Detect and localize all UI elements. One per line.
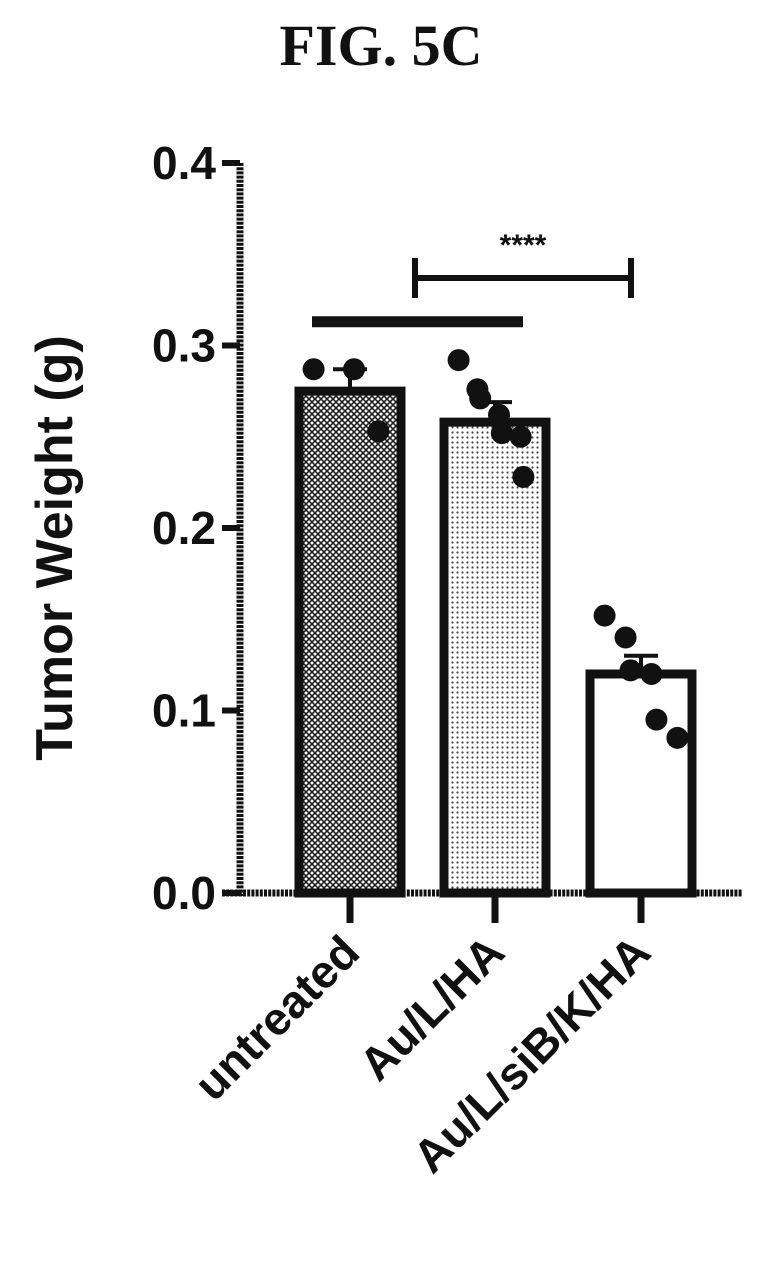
bar	[299, 391, 401, 893]
y-tick-label: 0.0	[152, 867, 216, 919]
y-tick-label: 0.4	[152, 137, 216, 189]
x-category-label: untreated	[184, 925, 369, 1110]
significance-label: ****	[500, 229, 547, 262]
data-point	[367, 420, 390, 443]
y-axis-label: Tumor Weight (g)	[26, 335, 84, 761]
data-point	[593, 604, 616, 627]
data-point	[302, 358, 325, 381]
data-point	[614, 626, 637, 649]
data-point	[619, 659, 642, 682]
y-tick-label: 0.1	[152, 685, 216, 737]
bar	[590, 674, 692, 893]
data-point	[666, 726, 689, 749]
data-point	[645, 708, 668, 731]
page-title: FIG. 5C	[279, 13, 483, 78]
data-point	[640, 663, 663, 685]
data-point	[512, 465, 535, 488]
data-point	[490, 422, 513, 445]
bar	[444, 422, 546, 893]
data-point	[447, 349, 470, 372]
data-point	[469, 387, 492, 410]
y-tick-label: 0.3	[152, 320, 216, 372]
data-point	[488, 403, 510, 426]
y-tick-label: 0.2	[152, 502, 216, 554]
data-point	[509, 425, 532, 448]
data-point	[343, 358, 365, 381]
